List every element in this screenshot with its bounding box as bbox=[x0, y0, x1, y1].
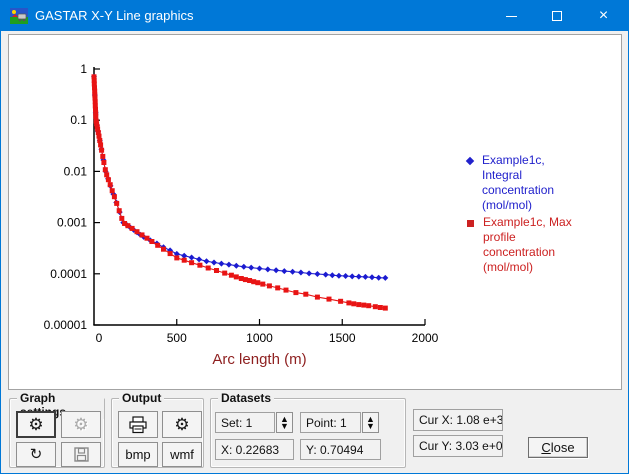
svg-text:0: 0 bbox=[96, 331, 103, 345]
bmp-button-label: bmp bbox=[125, 447, 151, 462]
diamond-marker-icon bbox=[465, 156, 475, 166]
svg-text:0.1: 0.1 bbox=[70, 113, 87, 127]
printer-icon bbox=[129, 415, 147, 433]
svg-text:500: 500 bbox=[167, 331, 187, 345]
refresh-button[interactable]: ↻ bbox=[16, 442, 56, 467]
legend-entry: Example1c, Max profile concentration (mol/m… bbox=[467, 215, 619, 275]
point-y-field: Y: 0.70494 bbox=[300, 439, 381, 460]
print-button[interactable] bbox=[118, 411, 158, 438]
legend-label: Example1c, Max profile concentration (mol/m… bbox=[483, 215, 572, 274]
group-label-datasets: Datasets bbox=[218, 391, 275, 405]
set-field: Set: 1 bbox=[215, 412, 275, 433]
close-window-button[interactable]: × bbox=[579, 1, 628, 31]
svg-text:0.00001: 0.00001 bbox=[44, 318, 88, 332]
minimize-icon bbox=[506, 15, 517, 17]
point-spinner[interactable]: ▲ ▼ bbox=[362, 412, 379, 433]
graph-settings-alt-button[interactable]: ⚙ bbox=[61, 411, 101, 438]
gear-disabled-icon: ⚙ bbox=[73, 415, 89, 434]
close-icon: × bbox=[598, 7, 609, 24]
maximize-button[interactable] bbox=[534, 1, 579, 31]
svg-text:0.001: 0.001 bbox=[57, 216, 87, 230]
export-wmf-button[interactable]: wmf bbox=[162, 442, 202, 467]
gear-icon: ⚙ bbox=[174, 415, 190, 434]
spinner-down-icon: ▼ bbox=[366, 420, 375, 431]
x-axis-label: Arc length (m) bbox=[212, 351, 307, 368]
group-label-output: Output bbox=[119, 391, 165, 405]
gear-icon: ⚙ bbox=[28, 415, 44, 434]
group-output: Output bbox=[111, 391, 204, 468]
titlebar: GASTAR X-Y Line graphics × bbox=[1, 1, 628, 31]
set-spinner[interactable]: ▲ ▼ bbox=[276, 412, 293, 433]
svg-text:0.0001: 0.0001 bbox=[50, 267, 87, 281]
chart-panel: 1 0.1 0.01 0.001 0.0001 0.00001 0 500 1000 1500 20… bbox=[8, 34, 622, 390]
point-x-field: X: 0.22683 bbox=[215, 439, 294, 460]
plot-canvas[interactable]: 1 0.1 0.01 0.001 0.0001 0.00001 0 500 1000 1500 20… bbox=[9, 35, 621, 389]
legend-label: Example1c, Integral concentration (mol/mol) bbox=[482, 153, 555, 212]
svg-text:0.01: 0.01 bbox=[64, 164, 88, 178]
gastar-landscape-icon bbox=[10, 8, 28, 24]
save-icon bbox=[73, 447, 89, 462]
save-button[interactable] bbox=[61, 442, 101, 467]
graph-settings-button[interactable]: ⚙ bbox=[16, 411, 56, 438]
legend-entry: Example1c, Integral concentration (mol/mol) bbox=[465, 153, 619, 213]
app-icon[interactable] bbox=[10, 8, 28, 24]
spinner-down-icon: ▼ bbox=[280, 420, 289, 431]
svg-text:2000: 2000 bbox=[412, 331, 439, 345]
minimize-button[interactable] bbox=[489, 1, 534, 31]
export-bmp-button[interactable]: bmp bbox=[118, 442, 158, 467]
group-datasets: Datasets bbox=[210, 391, 406, 468]
cursor-x-field: Cur X: 1.08 e+3 bbox=[413, 409, 503, 431]
svg-text:1000: 1000 bbox=[246, 331, 273, 345]
maximize-icon bbox=[551, 11, 562, 21]
wmf-button-label: wmf bbox=[170, 447, 194, 462]
close-button-label: lose bbox=[550, 440, 575, 455]
square-marker-icon bbox=[467, 220, 474, 227]
spinner-up-icon: ▲ bbox=[280, 413, 289, 424]
spinner-up-icon: ▲ bbox=[366, 413, 375, 424]
cursor-y-field: Cur Y: 3.03 e+0 bbox=[413, 435, 503, 457]
svg-text:1: 1 bbox=[80, 62, 87, 76]
output-settings-button[interactable]: ⚙ bbox=[162, 411, 202, 438]
refresh-icon: ↻ bbox=[29, 446, 43, 463]
window-title: GASTAR X-Y Line graphics bbox=[35, 8, 194, 23]
legend: Example1c, Integral concentration (mol/mol)… bbox=[465, 153, 619, 277]
svg-text:1500: 1500 bbox=[329, 331, 356, 345]
point-field: Point: 1 bbox=[300, 412, 361, 433]
close-button-mnemonic: C bbox=[541, 440, 551, 455]
